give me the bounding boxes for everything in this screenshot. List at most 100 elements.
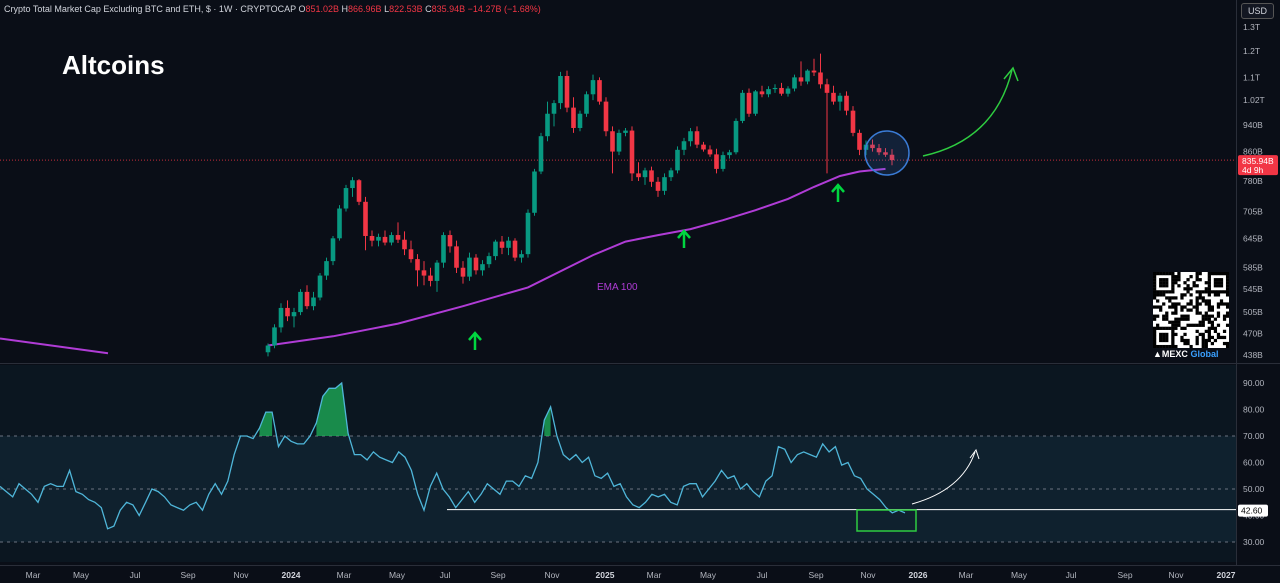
- qr-module: [1153, 287, 1157, 291]
- qr-module: [1153, 284, 1157, 288]
- candle-body: [779, 87, 784, 94]
- qr-module: [1162, 317, 1166, 321]
- time-tick-label: Jul: [1066, 570, 1077, 580]
- candle: [499, 235, 505, 255]
- qr-module: [1210, 272, 1214, 276]
- candle: [545, 101, 550, 142]
- candle-body: [805, 70, 810, 82]
- qr-module: [1213, 278, 1218, 282]
- qr-module: [1177, 284, 1181, 288]
- qr-module: [1195, 341, 1199, 346]
- qr-module: [1207, 302, 1211, 306]
- qr-module: [1159, 335, 1163, 340]
- candle-body: [662, 177, 667, 191]
- price-pane: EMA 100: [0, 53, 1236, 357]
- ema-label: EMA 100: [597, 282, 638, 293]
- qr-module: [1210, 308, 1214, 312]
- candle-body: [285, 307, 290, 317]
- highlight-circle: [864, 130, 910, 176]
- rsi-forecast-arrow-head: [969, 448, 980, 460]
- qr-module: [1207, 305, 1211, 309]
- qr-module: [1213, 317, 1218, 321]
- qr-module: [1201, 338, 1205, 343]
- qr-module: [1156, 293, 1160, 297]
- currency-button[interactable]: USD: [1240, 3, 1274, 19]
- rsi-tick-label: 60.00: [1243, 458, 1265, 468]
- qr-module: [1168, 320, 1172, 324]
- support-arrow-icon: [831, 183, 845, 202]
- qr-module: [1216, 284, 1221, 288]
- time-tick-label: Mar: [337, 570, 352, 580]
- candle: [356, 179, 362, 206]
- qr-module: [1183, 293, 1187, 297]
- candle-body: [369, 235, 375, 241]
- candle: [551, 100, 557, 127]
- candle: [811, 58, 817, 76]
- candle: [272, 324, 277, 349]
- candle-body: [564, 75, 570, 108]
- candle-body: [421, 270, 427, 276]
- price-tick-label: 1.3T: [1243, 22, 1260, 32]
- qr-module: [1177, 302, 1181, 306]
- time-tick-label: 2025: [596, 570, 615, 580]
- qr-module: [1168, 296, 1172, 300]
- qr-module: [1204, 281, 1208, 285]
- candle: [818, 53, 823, 89]
- qr-module: [1216, 293, 1221, 297]
- qr-module: [1207, 332, 1211, 337]
- qr-module: [1225, 281, 1230, 285]
- qr-module: [1216, 305, 1221, 309]
- candle: [603, 97, 609, 137]
- qr-module: [1189, 293, 1193, 297]
- candle-body: [616, 132, 622, 152]
- qr-module: [1174, 281, 1178, 285]
- qr-module: [1225, 275, 1230, 279]
- candle: [376, 233, 381, 247]
- qr-module: [1153, 344, 1157, 349]
- qr-module: [1180, 317, 1184, 321]
- qr-module: [1189, 287, 1193, 291]
- qr-module: [1207, 284, 1211, 288]
- candle: [402, 231, 407, 256]
- qr-module: [1171, 287, 1175, 291]
- qr-module: [1216, 272, 1221, 276]
- qr-module: [1201, 332, 1205, 337]
- qr-module: [1171, 302, 1175, 306]
- qr-module: [1171, 323, 1175, 327]
- candle-body: [688, 131, 693, 142]
- qr-module: [1180, 296, 1184, 300]
- qr-module: [1201, 290, 1205, 294]
- candle: [350, 177, 355, 197]
- candle-body: [655, 181, 661, 191]
- qr-module: [1210, 305, 1214, 309]
- qr-module: [1171, 344, 1175, 349]
- candle: [538, 132, 544, 175]
- qr-module: [1153, 335, 1157, 340]
- qr-module: [1216, 335, 1221, 340]
- candle: [792, 74, 797, 92]
- qr-module: [1165, 344, 1169, 349]
- qr-module: [1171, 326, 1175, 330]
- candle: [486, 252, 492, 268]
- candle: [785, 86, 791, 97]
- qr-module: [1201, 314, 1205, 318]
- qr-module: [1171, 281, 1175, 285]
- qr-module: [1198, 320, 1202, 324]
- qr-module: [1225, 305, 1230, 309]
- candle: [421, 261, 427, 286]
- qr-module: [1186, 290, 1190, 294]
- qr-module: [1183, 326, 1187, 330]
- time-tick-label: Mar: [26, 570, 41, 580]
- support-arrow-head: [677, 229, 691, 239]
- qr-module: [1198, 296, 1202, 300]
- qr-module: [1216, 281, 1221, 285]
- qr-module: [1192, 323, 1196, 327]
- qr-module: [1198, 278, 1202, 282]
- candle-body: [311, 297, 316, 307]
- qr-module: [1195, 311, 1199, 315]
- candle: [623, 127, 628, 137]
- qr-module: [1156, 272, 1160, 276]
- candle-body: [603, 101, 609, 132]
- qr-module: [1213, 338, 1218, 343]
